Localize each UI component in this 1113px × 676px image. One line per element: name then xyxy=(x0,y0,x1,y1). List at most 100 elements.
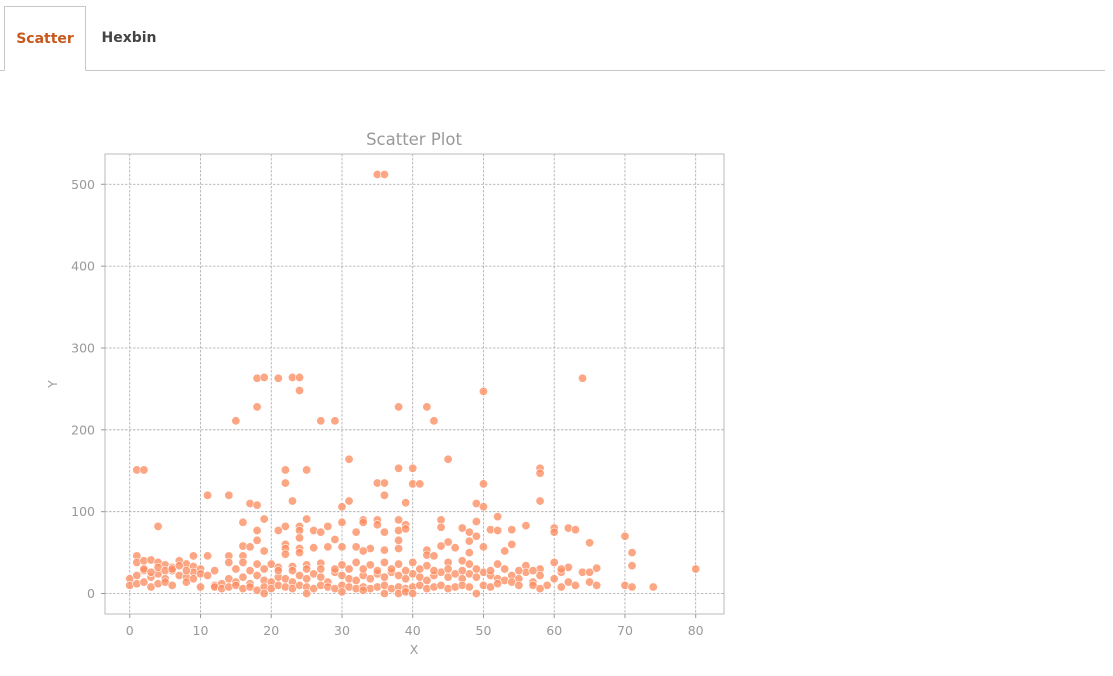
scatter-point xyxy=(358,585,368,595)
tab-scatter[interactable]: Scatter xyxy=(4,6,86,71)
scatter-point xyxy=(323,521,333,531)
scatter-point xyxy=(464,582,474,592)
x-tick-label: 50 xyxy=(476,623,492,638)
scatter-point xyxy=(139,577,149,587)
scatter-point xyxy=(570,580,580,590)
x-tick-label: 10 xyxy=(193,623,209,638)
scatter-point xyxy=(330,535,340,545)
scatter-point xyxy=(415,564,425,574)
scatter-point xyxy=(358,564,368,574)
scatter-point xyxy=(549,527,559,537)
scatter-point xyxy=(252,402,262,412)
scatter-point xyxy=(344,564,354,574)
scatter-point xyxy=(287,566,297,576)
scatter-point xyxy=(210,566,220,576)
scatter-point xyxy=(379,589,389,599)
scatter-point xyxy=(372,566,382,576)
scatter-point xyxy=(627,582,637,592)
scatter-point xyxy=(302,465,312,475)
scatter-point xyxy=(514,566,524,576)
scatter-point xyxy=(302,564,312,574)
scatter-point xyxy=(323,542,333,552)
y-tick-label: 0 xyxy=(87,586,95,601)
scatter-point xyxy=(514,580,524,590)
scatter-point xyxy=(493,526,503,536)
scatter-point xyxy=(379,545,389,555)
scatter-point xyxy=(471,517,481,527)
scatter-point xyxy=(507,525,517,535)
x-tick-label: 80 xyxy=(688,623,704,638)
scatter-point xyxy=(648,582,658,592)
data-points xyxy=(125,169,701,599)
scatter-point xyxy=(493,559,503,569)
scatter-point xyxy=(464,548,474,558)
scatter-point xyxy=(379,557,389,567)
scatter-point xyxy=(245,542,255,552)
scatter-point xyxy=(471,589,481,599)
scatter-point xyxy=(535,496,545,506)
scatter-point xyxy=(394,544,404,554)
scatter-point xyxy=(387,564,397,574)
y-tick-label: 100 xyxy=(71,504,95,519)
x-tick-label: 0 xyxy=(126,623,134,638)
scatter-point xyxy=(287,496,297,506)
scatter-point xyxy=(507,539,517,549)
scatter-point xyxy=(401,566,411,576)
scatter-point xyxy=(379,572,389,582)
scatter-point xyxy=(280,549,290,559)
scatter-point xyxy=(344,454,354,464)
scatter-point xyxy=(535,468,545,478)
y-tick-label: 300 xyxy=(71,340,95,355)
scatter-point xyxy=(280,521,290,531)
scatter-point xyxy=(422,575,432,585)
scatter-point xyxy=(471,572,481,582)
scatter-point xyxy=(280,465,290,475)
scatter-point xyxy=(478,479,488,489)
scatter-point xyxy=(394,515,404,525)
scatter-point xyxy=(203,571,213,581)
scatter-point xyxy=(464,559,474,569)
x-tick-label: 30 xyxy=(334,623,350,638)
scatter-point xyxy=(132,571,142,581)
scatter-point xyxy=(627,561,637,571)
y-tick-label: 500 xyxy=(71,177,95,192)
tab-hexbin[interactable]: Hexbin xyxy=(101,30,157,46)
scatter-point xyxy=(146,567,156,577)
scatter-point xyxy=(556,564,566,574)
scatter-point xyxy=(443,537,453,547)
plot-frame xyxy=(104,153,725,615)
scatter-point xyxy=(139,465,149,475)
tab-bar-divider xyxy=(0,70,1105,71)
tab-bar: Scatter Hexbin xyxy=(0,0,1113,71)
scatter-point xyxy=(394,402,404,412)
scatter-point xyxy=(394,463,404,473)
scatter-point xyxy=(620,531,630,541)
scatter-point xyxy=(500,546,510,556)
scatter-point xyxy=(224,490,234,500)
scatter-point xyxy=(478,502,488,512)
scatter-point xyxy=(259,546,269,556)
scatter-point xyxy=(528,566,538,576)
scatter-point xyxy=(379,169,389,179)
scatter-point xyxy=(549,574,559,584)
scatter-point xyxy=(500,564,510,574)
scatter-point xyxy=(337,587,347,597)
scatter-point xyxy=(358,517,368,527)
scatter-point xyxy=(351,575,361,585)
scatter-point xyxy=(464,536,474,546)
scatter-point xyxy=(478,542,488,552)
scatter-point xyxy=(196,582,206,592)
scatter-point xyxy=(627,548,637,558)
scatter-point xyxy=(153,521,163,531)
scatter-point xyxy=(181,566,191,576)
scatter-point xyxy=(330,416,340,426)
scatter-point xyxy=(478,386,488,396)
scatter-point xyxy=(273,526,283,536)
scatter-point xyxy=(450,543,460,553)
scatter-point xyxy=(365,574,375,584)
scatter-point xyxy=(316,572,326,582)
scatter-point xyxy=(493,512,503,522)
x-axis-title: X xyxy=(410,642,419,657)
scatter-point xyxy=(585,567,595,577)
scatter-point xyxy=(295,372,305,382)
